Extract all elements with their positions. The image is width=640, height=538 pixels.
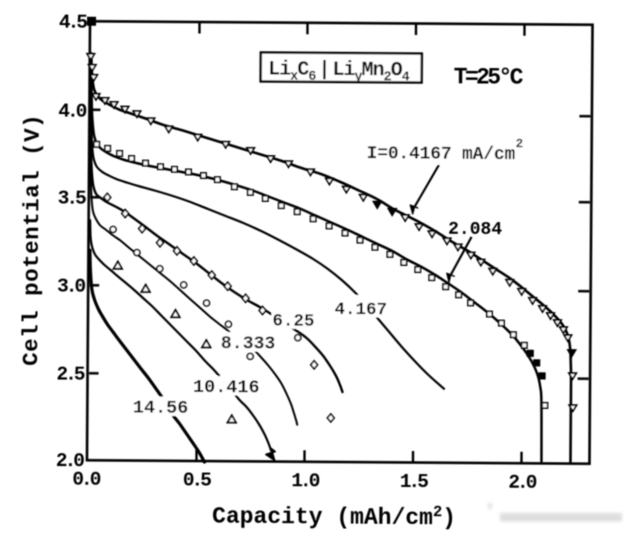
svg-text:4.5: 4.5	[59, 12, 88, 34]
svg-text:0.0: 0.0	[72, 469, 101, 491]
svg-text:Cell potential (V): Cell potential (V)	[18, 114, 46, 366]
svg-text:14.56: 14.56	[133, 398, 189, 419]
svg-text:T=25°C: T=25°C	[454, 64, 524, 90]
svg-text:8.333: 8.333	[221, 334, 276, 354]
svg-text:0.5: 0.5	[183, 469, 212, 491]
svg-text:4.167: 4.167	[334, 300, 387, 320]
svg-text:2.084: 2.084	[448, 220, 502, 240]
svg-text:4.0: 4.0	[58, 101, 87, 123]
svg-text:2.0: 2.0	[56, 450, 85, 472]
svg-text:2.0: 2.0	[508, 472, 537, 494]
svg-text:3.5: 3.5	[58, 188, 87, 210]
svg-text:2.5: 2.5	[56, 364, 85, 386]
svg-text:1.5: 1.5	[400, 471, 429, 493]
svg-text:3.0: 3.0	[57, 276, 86, 298]
svg-text:2: 2	[516, 137, 524, 151]
svg-text:I=0.4167 mA/cm: I=0.4167 mA/cm	[367, 144, 516, 165]
svg-text:1.0: 1.0	[291, 470, 320, 492]
svg-text:Capacity (mAh/cm2): Capacity (mAh/cm2)	[212, 502, 456, 532]
svg-text:10.416: 10.416	[193, 377, 260, 398]
svg-text:6.25: 6.25	[272, 312, 314, 332]
